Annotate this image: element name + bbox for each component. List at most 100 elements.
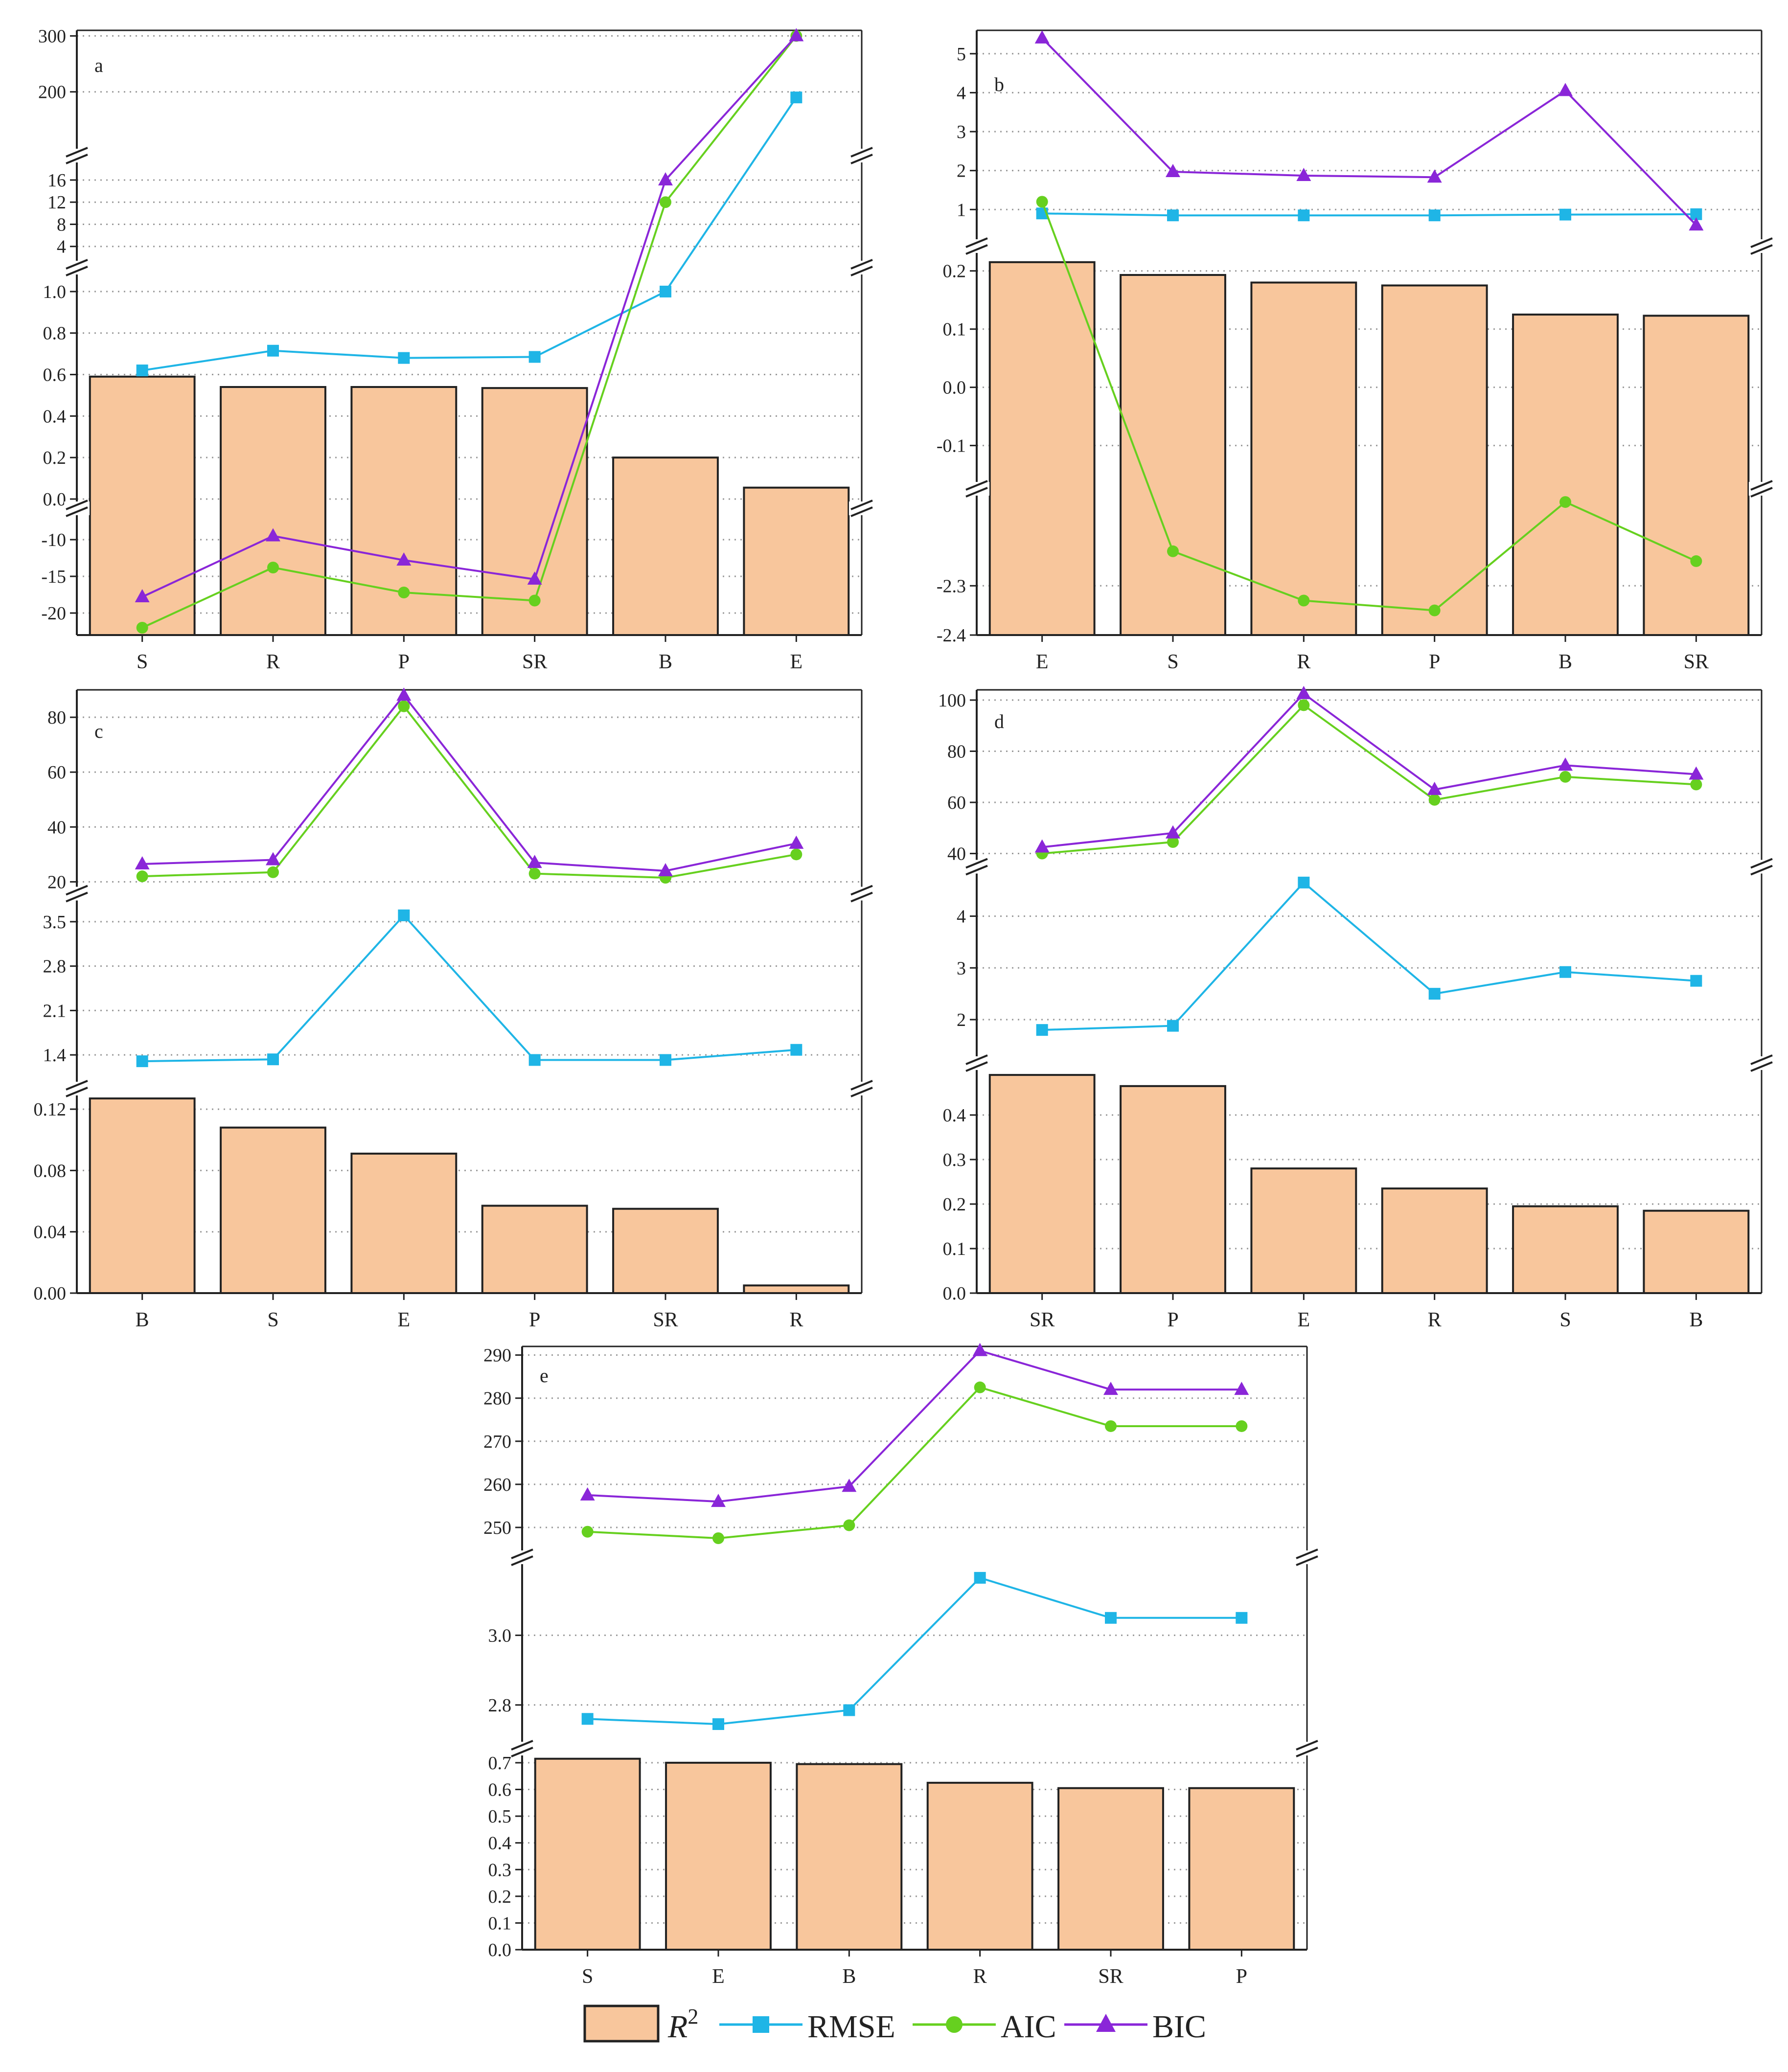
y-tick-label: 20: [47, 872, 66, 892]
y-tick-label: 8: [57, 214, 66, 235]
y-tick-label: 0.0: [943, 378, 966, 398]
marker-aic-B: [1559, 496, 1571, 508]
axis-break-mark: [965, 1054, 988, 1072]
marker-bic-SR: [1034, 839, 1050, 853]
x-tick-label: E: [712, 1965, 725, 1988]
marker-aic-S: [136, 622, 148, 634]
y-tick-label: 80: [947, 741, 966, 762]
y-tick-label: 0.04: [34, 1222, 67, 1243]
marker-bic-B: [1558, 83, 1573, 96]
marker-aic-SR: [1690, 555, 1702, 567]
x-tick-label: E: [398, 1309, 411, 1331]
bar-r2-SR: [1057, 1787, 1164, 1951]
panel-label: b: [994, 73, 1004, 95]
bar-r2-R: [220, 386, 326, 636]
marker-bic-SR: [1103, 1382, 1118, 1395]
axis-break-mark: [850, 885, 873, 903]
bar-r2-E: [743, 486, 850, 636]
marker-rmse-R: [1298, 209, 1310, 222]
line-aic: [141, 35, 797, 629]
bar-r2-E: [988, 261, 1096, 636]
y-tick-label: 0.0: [488, 1940, 512, 1960]
marker-bic-P: [1234, 1382, 1249, 1395]
marker-aic-B: [660, 196, 671, 208]
y-tick-label: 0.1: [943, 1239, 966, 1259]
panel-label: d: [994, 710, 1004, 732]
y-tick-label: 0.0: [43, 489, 67, 510]
marker-rmse-R: [974, 1571, 986, 1584]
legend-label-r2: R2: [667, 2004, 698, 2045]
x-tick-label: SR: [1684, 651, 1709, 673]
marker-rmse-R: [267, 344, 279, 357]
y-tick-label: 3.5: [43, 912, 67, 933]
marker-rmse-P: [398, 352, 410, 364]
line-bic: [1042, 692, 1696, 848]
axis-break-mark: [511, 1548, 533, 1566]
axis-break-mark: [1296, 1548, 1318, 1566]
y-tick-label: 2.8: [488, 1695, 512, 1716]
y-tick-label: 280: [483, 1389, 511, 1409]
axis-break-mark: [1296, 1740, 1318, 1757]
y-tick-label: 0.4: [943, 1105, 966, 1126]
marker-rmse-SR: [660, 1054, 671, 1066]
x-tick-label: B: [842, 1965, 856, 1988]
bar-r2-R: [743, 1284, 850, 1294]
y-tick-label: 40: [47, 817, 66, 838]
y-tick-label: -20: [41, 603, 66, 624]
y-tick-label: 0.12: [34, 1099, 67, 1120]
marker-rmse-S: [1167, 209, 1179, 222]
y-tick-label: 0.1: [488, 1913, 512, 1934]
line-rmse: [1042, 881, 1696, 1031]
marker-aic-P: [1236, 1420, 1248, 1432]
marker-rmse-SR: [1036, 1024, 1048, 1036]
x-tick-label: SR: [522, 651, 547, 673]
marker-aic-S: [581, 1526, 594, 1538]
bar-r2-P: [481, 1205, 588, 1294]
y-tick-label: 0.1: [943, 319, 966, 340]
x-tick-label: B: [659, 651, 672, 673]
bar-r2-SR: [612, 1207, 719, 1294]
y-tick-label: 16: [47, 170, 66, 191]
bar-r2-B: [612, 456, 719, 636]
x-tick-label: SR: [1030, 1309, 1054, 1331]
legend-label-bic: BIC: [1152, 2009, 1206, 2045]
panel-label: a: [94, 54, 103, 76]
marker-rmse-B: [1559, 208, 1571, 221]
y-tick-label: 100: [938, 690, 966, 711]
legend-label-aic: AIC: [1001, 2009, 1056, 2045]
marker-aic-SR: [528, 594, 541, 607]
y-tick-label: 0.5: [488, 1806, 512, 1827]
marker-bic-P: [396, 552, 412, 566]
panel-label: c: [94, 720, 103, 742]
marker-aic-S: [267, 866, 279, 878]
y-tick-label: 270: [483, 1432, 511, 1452]
marker-bic-S: [1558, 757, 1573, 771]
marker-rmse-E: [790, 91, 802, 104]
marker-rmse-S: [581, 1713, 594, 1725]
x-tick-label: R: [1428, 1309, 1442, 1331]
axis-break-mark: [66, 1080, 88, 1097]
y-tick-label: 4: [957, 907, 966, 927]
line-rmse: [142, 97, 797, 372]
y-tick-label: 0.2: [943, 261, 966, 282]
y-tick-label: 0.0: [943, 1283, 966, 1304]
bar-r2-E: [350, 1152, 458, 1294]
bar-r2-SR: [481, 387, 588, 636]
x-tick-label: R: [789, 1309, 803, 1331]
bar-r2-P: [1188, 1787, 1295, 1951]
bar-r2-R: [1381, 1187, 1488, 1294]
marker-aic-E: [712, 1532, 724, 1544]
axis-break-mark: [66, 259, 88, 276]
marker-rmse-E: [398, 909, 410, 921]
marker-bic-R: [1296, 168, 1311, 182]
axis-break-mark: [965, 858, 988, 876]
axis-break-mark: [1750, 237, 1773, 255]
x-tick-label: P: [398, 651, 410, 673]
bar-r2-E: [665, 1761, 772, 1951]
marker-rmse-P: [1428, 209, 1441, 222]
line-aic: [1042, 704, 1696, 855]
y-tick-label: 200: [38, 82, 66, 103]
bar-r2-SR: [1643, 315, 1750, 636]
marker-aic-P: [1428, 604, 1441, 616]
